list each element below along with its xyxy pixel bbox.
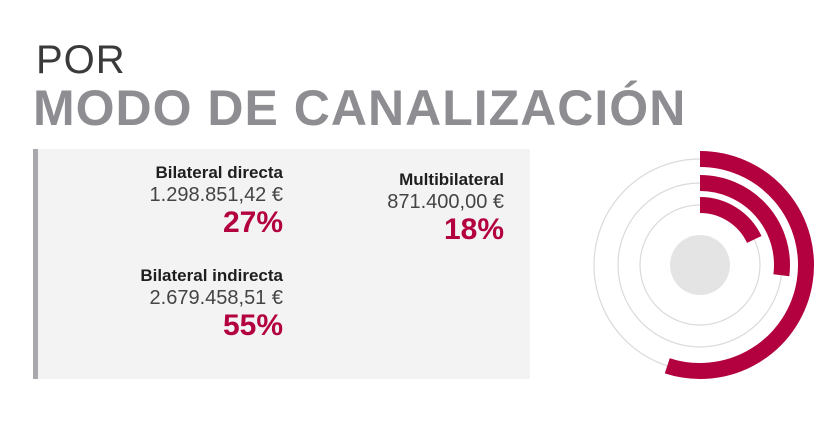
- stat-percent: 27%: [222, 206, 283, 239]
- stat-multibilateral: Multibilateral 871.400,00 € 18%: [387, 170, 504, 246]
- radial-bar-chart: [593, 151, 814, 379]
- stats-panel: Bilateral directa 1.298.851,42 € 27% Bil…: [33, 149, 530, 379]
- arc-bilateral-indirecta: [664, 151, 814, 379]
- arc-multibilateral: [699, 197, 762, 244]
- center-disc: [670, 235, 730, 295]
- page-title: MODO DE CANALIZACIÓN: [33, 80, 687, 136]
- stat-percent: 18%: [443, 213, 504, 246]
- stat-amount: 871.400,00 €: [387, 191, 504, 213]
- heading-line1: POR: [36, 38, 126, 82]
- stat-bilateral-directa: Bilateral directa 1.298.851,42 € 27%: [150, 163, 283, 239]
- stat-amount: 2.679.458,51 €: [149, 287, 283, 309]
- stat-percent: 55%: [222, 309, 283, 342]
- stat-label: Bilateral indirecta: [140, 266, 283, 285]
- arc-bilateral-directa: [699, 175, 790, 277]
- stat-label: Multibilateral: [399, 170, 504, 189]
- stat-bilateral-indirecta: Bilateral indirecta 2.679.458,51 € 55%: [140, 266, 283, 342]
- stat-label: Bilateral directa: [155, 163, 283, 182]
- stat-amount: 1.298.851,42 €: [149, 184, 283, 206]
